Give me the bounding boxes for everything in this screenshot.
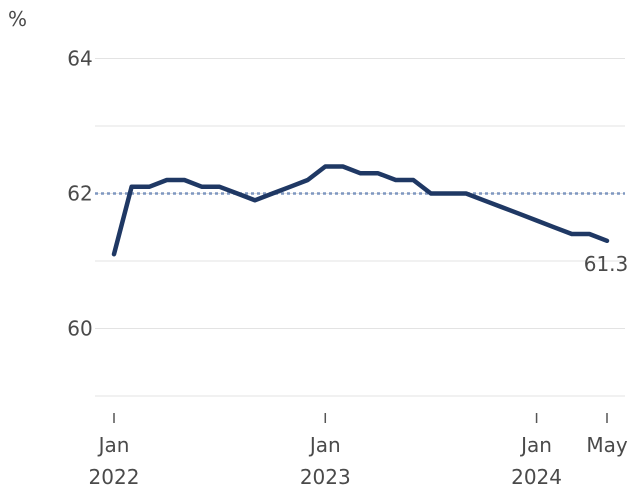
x-tick-month: Jan bbox=[308, 433, 341, 457]
end-value-label: 61.3 bbox=[584, 252, 629, 276]
x-tick-month: Jan bbox=[97, 433, 130, 457]
series-line bbox=[111, 164, 610, 257]
y-axis-ticks: 64 62 60 bbox=[67, 47, 92, 341]
y-tick-label: 64 bbox=[67, 47, 92, 71]
grid-lines bbox=[95, 58, 625, 397]
series-group bbox=[111, 164, 610, 257]
x-tick-year: 2022 bbox=[89, 465, 140, 489]
x-tick-month: May bbox=[586, 433, 628, 457]
y-tick-label: 62 bbox=[67, 182, 92, 206]
y-tick-label: 60 bbox=[67, 317, 92, 341]
x-axis-ticks: Jan 2022 Jan 2023 Jan 2024 May bbox=[89, 413, 628, 489]
x-tick-year: 2023 bbox=[300, 465, 351, 489]
y-unit-label: % bbox=[8, 7, 27, 31]
x-tick-year: 2024 bbox=[511, 465, 562, 489]
x-tick-month: Jan bbox=[519, 433, 552, 457]
